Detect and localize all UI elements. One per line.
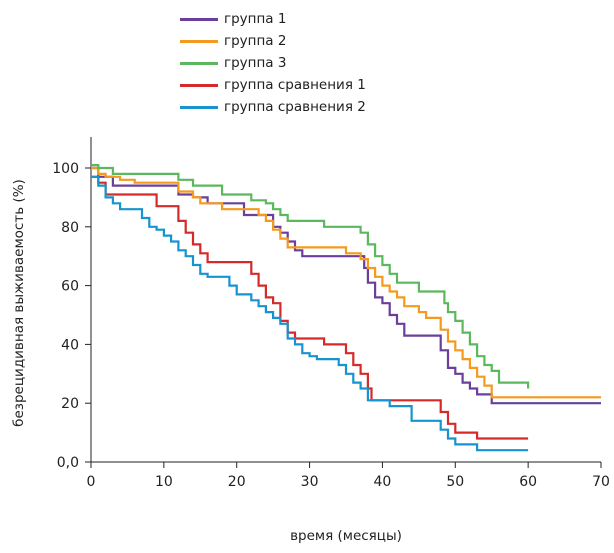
chart-axes: 0,0 20 40 60 80 100 0 10 20 30 40 50 60 70 <box>52 137 610 490</box>
series-line-5 <box>91 175 529 452</box>
y-tick-label: 20 <box>61 396 79 412</box>
y-tick-label: 80 <box>61 220 79 236</box>
x-tick-label: 10 <box>155 474 173 490</box>
x-tick-label: 20 <box>228 474 246 490</box>
legend-swatch <box>180 83 218 87</box>
legend-item: группа сравнения 2 <box>180 96 366 118</box>
y-tick-label: 0,0 <box>57 455 79 471</box>
x-axis-title: время (месяцы) <box>290 528 402 544</box>
legend-label: группа 1 <box>224 11 287 27</box>
legend-swatch <box>180 61 218 65</box>
series-line-3 <box>91 164 530 389</box>
chart-legend: группа 1 группа 2 группа 3 группа сравнения… <box>180 8 366 118</box>
legend-item: группа сравнения 1 <box>180 74 366 96</box>
legend-item: группа 3 <box>180 52 366 74</box>
y-axis-title: безрецидивная выживаемость (%) <box>11 179 27 427</box>
y-axis-title-wrapper: безрецидивная выживаемость (%) <box>6 138 32 468</box>
series-line-4 <box>91 175 529 440</box>
y-tick-label: 100 <box>52 161 79 177</box>
legend-swatch <box>180 105 218 109</box>
y-tick-label: 60 <box>61 279 79 295</box>
legend-label: группа 2 <box>224 33 287 49</box>
legend-label: группа сравнения 2 <box>224 99 366 115</box>
x-tick-label: 60 <box>519 474 537 490</box>
legend-item: группа 1 <box>180 8 366 30</box>
x-tick-label: 30 <box>301 474 319 490</box>
legend-label: группа сравнения 1 <box>224 77 366 93</box>
x-tick-label: 70 <box>592 474 610 490</box>
legend-label: группа 3 <box>224 55 287 71</box>
legend-swatch <box>180 17 218 21</box>
legend-item: группа 2 <box>180 30 366 52</box>
x-tick-label: 50 <box>446 474 464 490</box>
x-tick-label: 40 <box>374 474 392 490</box>
legend-swatch <box>180 39 218 43</box>
chart-series-group <box>91 164 601 452</box>
y-tick-label: 40 <box>61 337 79 353</box>
x-tick-label: 0 <box>87 474 96 490</box>
series-line-2 <box>91 166 601 399</box>
